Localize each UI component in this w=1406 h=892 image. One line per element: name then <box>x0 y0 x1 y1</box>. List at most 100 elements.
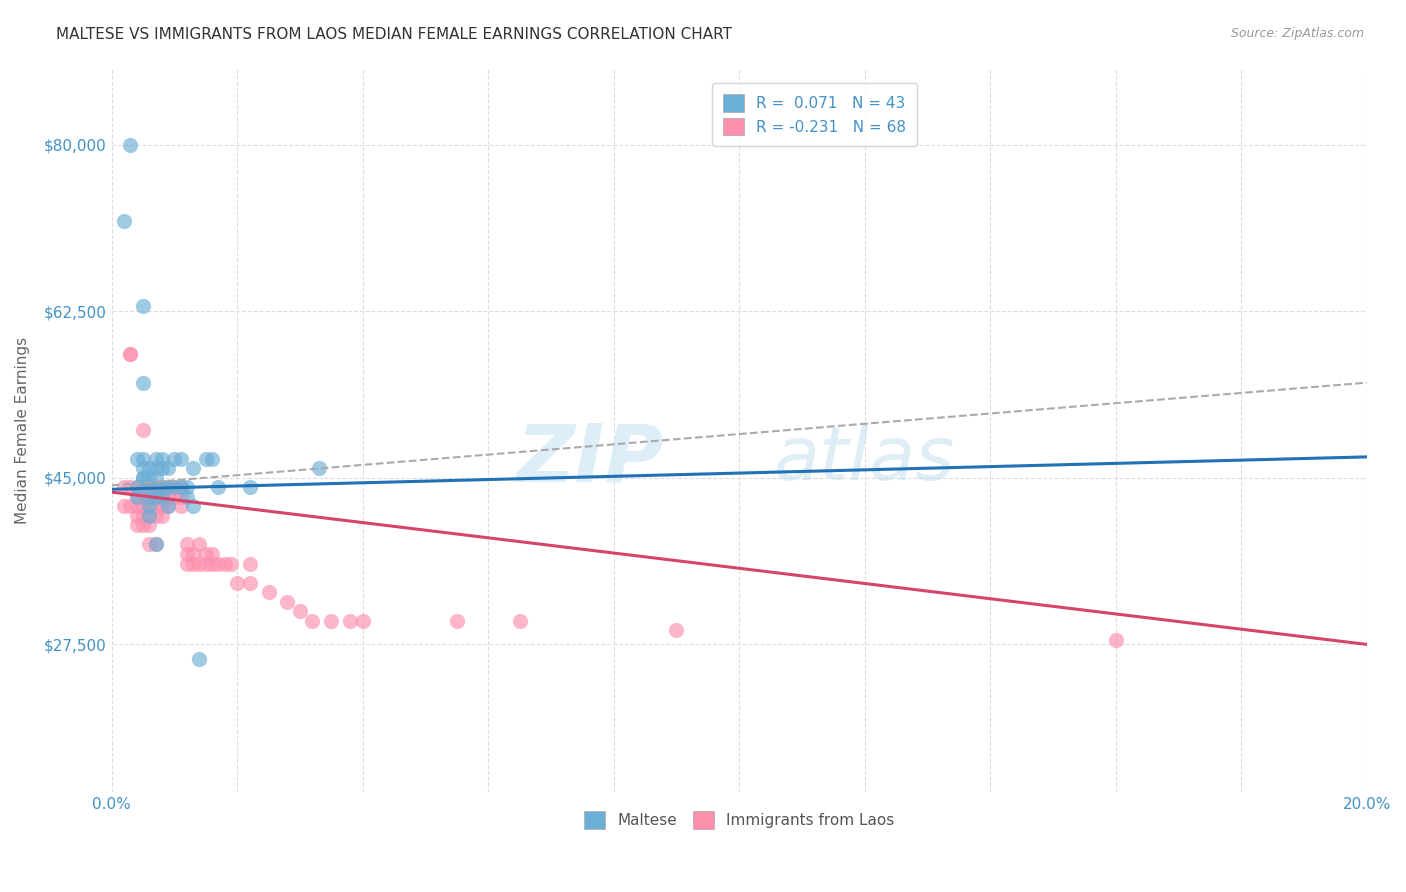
Point <box>201 557 224 571</box>
Point <box>163 490 186 504</box>
Point <box>132 471 155 485</box>
Y-axis label: Median Female Earnings: Median Female Earnings <box>15 336 30 524</box>
Point <box>169 490 191 504</box>
Point <box>132 451 155 466</box>
Point <box>194 547 217 561</box>
Point <box>132 518 155 533</box>
Point <box>181 461 204 475</box>
Point <box>145 500 167 514</box>
Point <box>150 500 173 514</box>
Point <box>188 557 211 571</box>
Point <box>145 451 167 466</box>
Point <box>138 471 160 485</box>
Point <box>169 480 191 494</box>
Point <box>132 490 155 504</box>
Point <box>145 490 167 504</box>
Point <box>188 537 211 551</box>
Point <box>157 480 180 494</box>
Point <box>176 547 198 561</box>
Point <box>125 490 148 504</box>
Point <box>163 451 186 466</box>
Point <box>138 508 160 523</box>
Point <box>201 547 224 561</box>
Point <box>145 461 167 475</box>
Point <box>125 451 148 466</box>
Point <box>301 614 323 628</box>
Point <box>150 480 173 494</box>
Point <box>138 480 160 494</box>
Point <box>226 575 249 590</box>
Point <box>125 480 148 494</box>
Point <box>150 508 173 523</box>
Point <box>132 376 155 390</box>
Point <box>169 451 191 466</box>
Point <box>665 623 688 637</box>
Point <box>194 451 217 466</box>
Point <box>181 557 204 571</box>
Point <box>150 490 173 504</box>
Point <box>150 451 173 466</box>
Point <box>150 480 173 494</box>
Point <box>339 614 361 628</box>
Point <box>1105 632 1128 647</box>
Point <box>239 480 262 494</box>
Point <box>509 614 531 628</box>
Text: ZIP: ZIP <box>516 420 664 498</box>
Point <box>125 508 148 523</box>
Point <box>112 214 135 228</box>
Point <box>138 500 160 514</box>
Point <box>145 490 167 504</box>
Text: Source: ZipAtlas.com: Source: ZipAtlas.com <box>1230 27 1364 40</box>
Point <box>138 490 160 504</box>
Point <box>132 480 155 494</box>
Point <box>150 461 173 475</box>
Point <box>163 480 186 494</box>
Point <box>201 451 224 466</box>
Point <box>120 480 142 494</box>
Point <box>169 480 191 494</box>
Point <box>188 651 211 665</box>
Point <box>207 557 229 571</box>
Point <box>112 500 135 514</box>
Point <box>120 347 142 361</box>
Point <box>157 500 180 514</box>
Point <box>120 137 142 152</box>
Point <box>181 547 204 561</box>
Point <box>138 500 160 514</box>
Point <box>138 508 160 523</box>
Point <box>145 471 167 485</box>
Point <box>288 604 311 618</box>
Point <box>239 557 262 571</box>
Point <box>112 480 135 494</box>
Point <box>207 480 229 494</box>
Text: MALTESE VS IMMIGRANTS FROM LAOS MEDIAN FEMALE EARNINGS CORRELATION CHART: MALTESE VS IMMIGRANTS FROM LAOS MEDIAN F… <box>56 27 733 42</box>
Point <box>145 480 167 494</box>
Point <box>120 347 142 361</box>
Point <box>276 594 298 608</box>
Point <box>145 537 167 551</box>
Point <box>239 575 262 590</box>
Point <box>138 518 160 533</box>
Point <box>150 490 173 504</box>
Point <box>138 480 160 494</box>
Point <box>132 461 155 475</box>
Point <box>125 518 148 533</box>
Point <box>120 500 142 514</box>
Point <box>157 490 180 504</box>
Point <box>125 500 148 514</box>
Point <box>181 500 204 514</box>
Point <box>163 480 186 494</box>
Point <box>132 471 155 485</box>
Point <box>257 585 280 599</box>
Point <box>125 480 148 494</box>
Point <box>138 537 160 551</box>
Point <box>169 500 191 514</box>
Point <box>157 461 180 475</box>
Point <box>214 557 236 571</box>
Point <box>125 490 148 504</box>
Point <box>157 480 180 494</box>
Point <box>194 557 217 571</box>
Point <box>138 461 160 475</box>
Point <box>176 537 198 551</box>
Point <box>138 490 160 504</box>
